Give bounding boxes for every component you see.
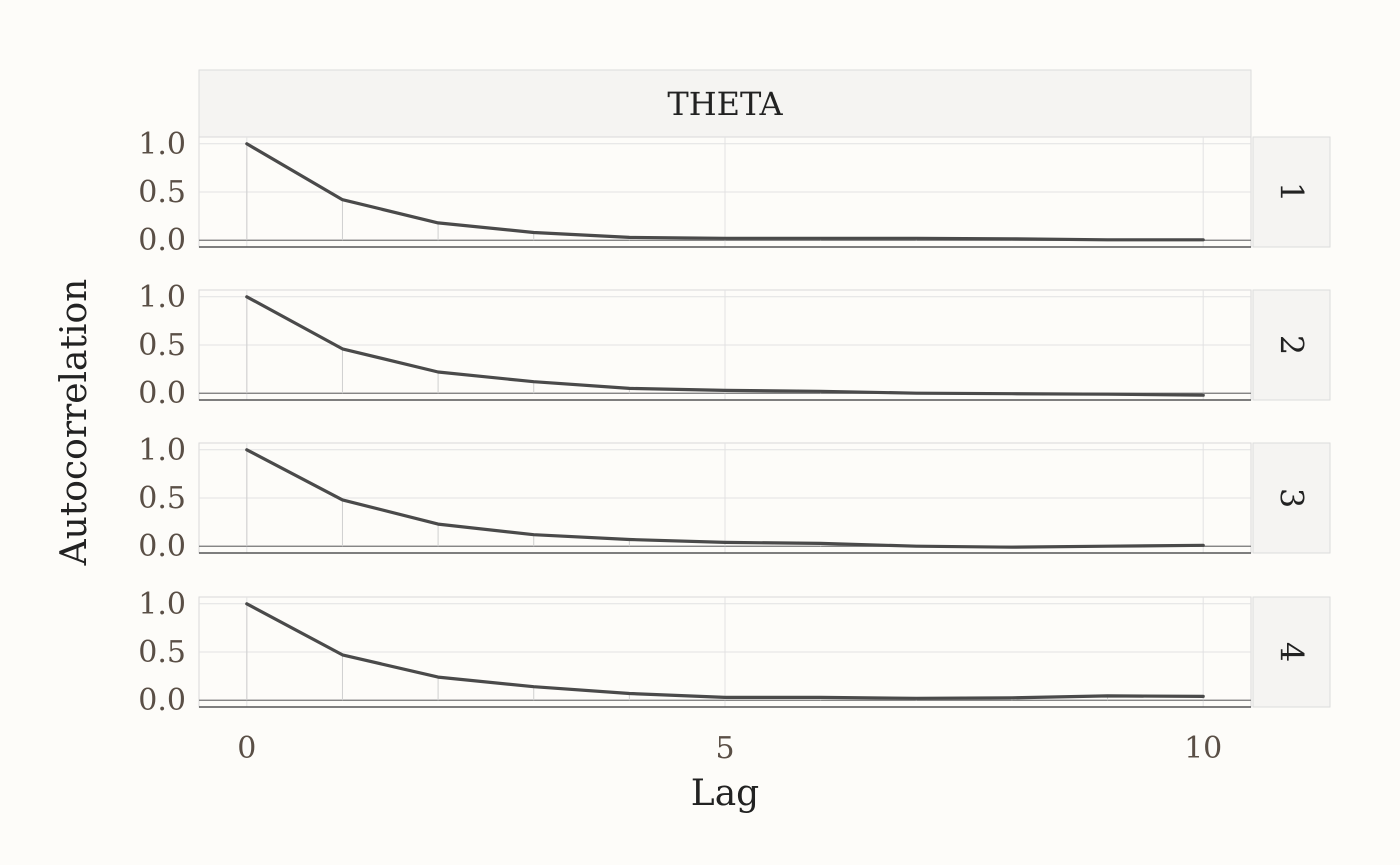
- x-axis-title: Lag: [691, 773, 759, 814]
- row-strip-label: 1: [1273, 182, 1311, 202]
- y-tick-label: 1.0: [138, 587, 186, 622]
- y-tick-label: 0.5: [138, 635, 186, 670]
- acf-line: [245, 448, 1205, 549]
- y-tick-label: 1.0: [138, 433, 186, 468]
- panel-1: 0.0 0.5 1.0 1: [138, 127, 1331, 258]
- row-strip: [1252, 596, 1331, 708]
- acf-line: [245, 295, 1205, 397]
- y-axis-title: Autocorrelation: [54, 279, 95, 567]
- panel-4: 0.0 0.5 1.0 4: [138, 587, 1331, 718]
- row-strip-label: 4: [1273, 642, 1311, 662]
- x-tick-label: 10: [1184, 731, 1222, 766]
- row-strip: [1252, 442, 1331, 554]
- column-strip: [198, 69, 1252, 138]
- panels: 0.0 0.5 1.0 1 0.0 0.5 1.0 2 0.0 0.5 1.0 3 0.0 0.5 1.0 4: [138, 127, 1331, 718]
- y-tick-label: 1.0: [138, 127, 186, 162]
- row-strip: [1252, 136, 1331, 248]
- panel-2: 0.0 0.5 1.0 2: [138, 280, 1331, 411]
- x-axis: 0 5 10: [237, 731, 1222, 766]
- row-strip-label: 3: [1273, 488, 1311, 508]
- acf-line: [245, 142, 1205, 242]
- y-tick-label: 0.0: [138, 376, 186, 411]
- row-strip-label: 2: [1273, 335, 1311, 355]
- panel-3: 0.0 0.5 1.0 3: [138, 433, 1331, 564]
- x-tick-label: 5: [715, 731, 734, 766]
- x-tick-label: 0: [237, 731, 256, 766]
- column-strip-label: THETA: [667, 85, 783, 123]
- acf-line: [245, 602, 1205, 700]
- y-tick-label: 0.0: [138, 683, 186, 718]
- y-tick-label: 0.0: [138, 223, 186, 258]
- y-tick-label: 0.0: [138, 529, 186, 564]
- y-tick-label: 0.5: [138, 481, 186, 516]
- y-tick-label: 0.5: [138, 328, 186, 363]
- y-tick-label: 1.0: [138, 280, 186, 315]
- y-tick-label: 0.5: [138, 175, 186, 210]
- row-strip: [1252, 289, 1331, 401]
